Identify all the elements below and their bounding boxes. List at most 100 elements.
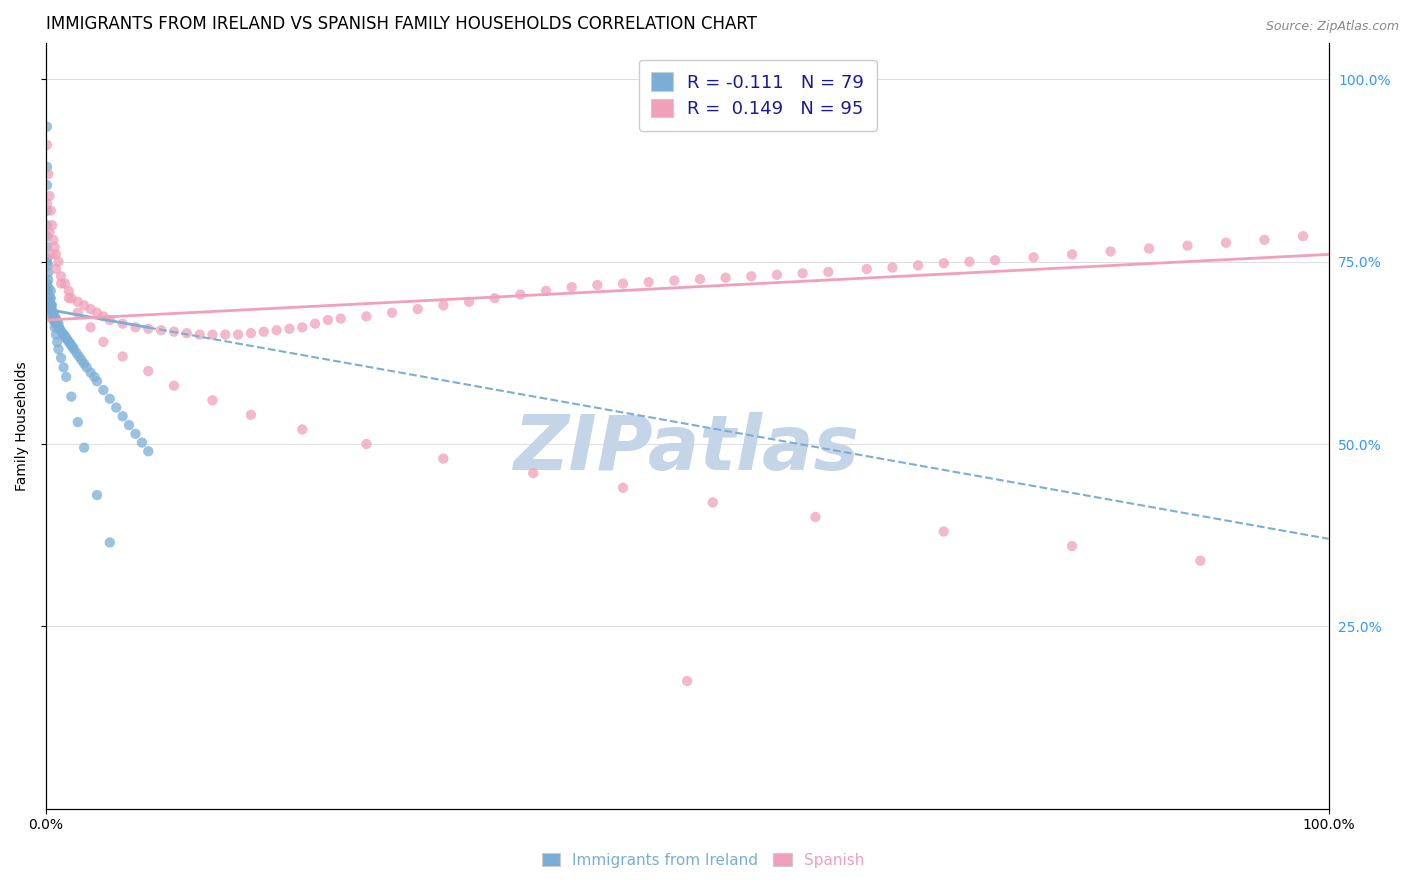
- Point: [63, 342, 86, 356]
- Point: [39, 284, 62, 298]
- Point: [111, 409, 134, 424]
- Point: [316, 313, 339, 327]
- Point: [55, 331, 77, 345]
- Point: [664, 274, 686, 288]
- Point: [98, 392, 121, 406]
- Point: [93, 310, 115, 324]
- Point: [561, 280, 583, 294]
- Point: [586, 278, 609, 293]
- Point: [41, 218, 63, 232]
- Point: [79, 320, 101, 334]
- Point: [59, 336, 82, 351]
- Point: [41, 306, 63, 320]
- Point: [484, 291, 506, 305]
- Point: [79, 302, 101, 317]
- Point: [932, 524, 955, 539]
- Point: [35, 196, 58, 211]
- Point: [35, 178, 58, 193]
- Point: [188, 327, 211, 342]
- Point: [676, 674, 699, 689]
- Point: [136, 322, 159, 336]
- Point: [612, 481, 634, 495]
- Point: [44, 314, 66, 328]
- Point: [150, 323, 173, 337]
- Point: [37, 284, 59, 298]
- Point: [73, 441, 96, 455]
- Point: [984, 253, 1007, 268]
- Point: [86, 306, 108, 320]
- Point: [41, 304, 63, 318]
- Point: [66, 415, 89, 429]
- Point: [39, 298, 62, 312]
- Point: [163, 325, 186, 339]
- Text: Source: ZipAtlas.com: Source: ZipAtlas.com: [1265, 20, 1399, 33]
- Point: [48, 317, 70, 331]
- Point: [239, 326, 262, 340]
- Point: [1022, 250, 1045, 264]
- Point: [38, 298, 60, 312]
- Point: [118, 418, 141, 433]
- Point: [41, 310, 63, 324]
- Point: [35, 138, 58, 153]
- Point: [1215, 235, 1237, 250]
- Text: IMMIGRANTS FROM IRELAND VS SPANISH FAMILY HOUSEHOLDS CORRELATION CHART: IMMIGRANTS FROM IRELAND VS SPANISH FAMIL…: [45, 15, 756, 33]
- Point: [35, 277, 58, 291]
- Point: [163, 378, 186, 392]
- Point: [35, 160, 58, 174]
- Point: [124, 320, 146, 334]
- Point: [37, 280, 59, 294]
- Point: [93, 383, 115, 397]
- Point: [804, 510, 827, 524]
- Point: [1292, 229, 1315, 244]
- Point: [39, 291, 62, 305]
- Point: [83, 370, 105, 384]
- Point: [49, 322, 72, 336]
- Point: [42, 313, 65, 327]
- Point: [60, 291, 83, 305]
- Point: [1189, 554, 1212, 568]
- Point: [62, 340, 84, 354]
- Point: [714, 270, 737, 285]
- Point: [239, 408, 262, 422]
- Point: [53, 329, 76, 343]
- Point: [41, 298, 63, 312]
- Point: [329, 311, 352, 326]
- Point: [406, 302, 429, 317]
- Point: [98, 313, 121, 327]
- Point: [534, 284, 557, 298]
- Point: [702, 495, 724, 509]
- Point: [957, 254, 980, 268]
- Point: [60, 338, 83, 352]
- Point: [42, 306, 65, 320]
- Point: [35, 120, 58, 134]
- Point: [86, 374, 108, 388]
- Point: [35, 229, 58, 244]
- Point: [45, 262, 67, 277]
- Point: [58, 334, 80, 349]
- Point: [65, 346, 87, 360]
- Point: [49, 324, 72, 338]
- Point: [38, 226, 60, 240]
- Point: [766, 268, 789, 282]
- Point: [53, 277, 76, 291]
- Point: [37, 258, 59, 272]
- Point: [46, 314, 69, 328]
- Point: [689, 272, 711, 286]
- Point: [48, 320, 70, 334]
- Point: [932, 256, 955, 270]
- Point: [35, 218, 58, 232]
- Point: [792, 266, 814, 280]
- Point: [51, 326, 73, 340]
- Point: [37, 167, 59, 181]
- Point: [201, 327, 224, 342]
- Point: [131, 435, 153, 450]
- Point: [226, 327, 249, 342]
- Point: [124, 426, 146, 441]
- Legend: Immigrants from Ireland, Spanish: Immigrants from Ireland, Spanish: [534, 845, 872, 875]
- Point: [35, 254, 58, 268]
- Point: [136, 364, 159, 378]
- Point: [55, 370, 77, 384]
- Point: [58, 291, 80, 305]
- Point: [111, 350, 134, 364]
- Point: [44, 240, 66, 254]
